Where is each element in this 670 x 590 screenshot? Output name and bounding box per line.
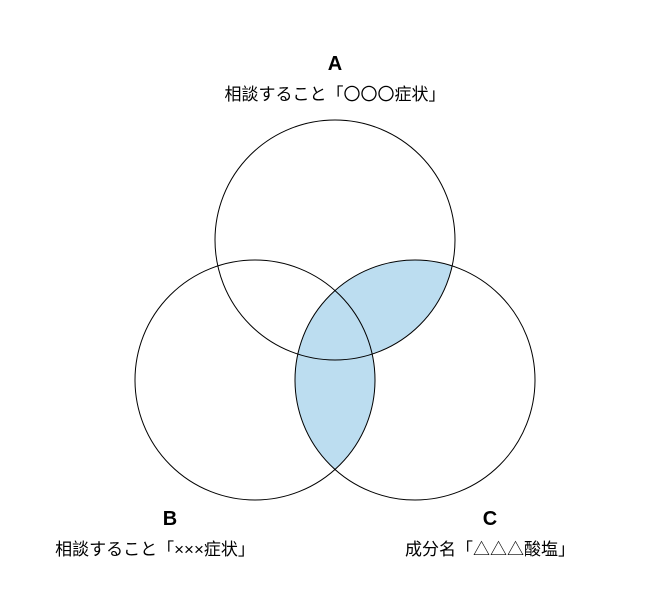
venn-diagram: A 相談すること「〇〇〇症状」 B 相談すること「×××症状」 C 成分名「△△…: [0, 0, 670, 590]
label-b-letter: B: [163, 508, 177, 530]
highlight-region: [295, 260, 535, 500]
label-a-letter: A: [328, 53, 342, 75]
label-c-text: 成分名「△△△酸塩」: [405, 540, 575, 559]
label-a-text: 相談すること「〇〇〇症状」: [225, 85, 446, 104]
label-c-letter: C: [483, 508, 497, 530]
label-b-text: 相談すること「×××症状」: [55, 540, 255, 559]
